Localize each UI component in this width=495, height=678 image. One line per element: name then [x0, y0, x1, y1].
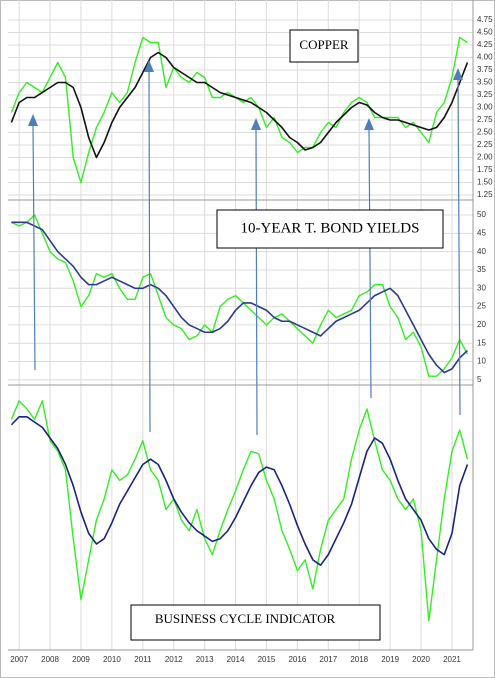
y-tick-label: 40 — [477, 247, 486, 256]
arrow — [368, 127, 372, 399]
title-box — [289, 29, 359, 63]
panel-title: COPPER — [299, 37, 348, 52]
series-line — [10, 400, 469, 622]
y-tick-label: 4.00 — [477, 53, 493, 62]
arrowhead — [251, 118, 261, 130]
panel-title: 10-YEAR T. BOND YIELDS — [241, 220, 420, 236]
y-tick-label: 2.25 — [477, 140, 493, 149]
y-tick-label: 1.75 — [477, 165, 493, 174]
y-tick-label: 4.50 — [477, 28, 493, 37]
arrow — [457, 77, 461, 416]
x-tick-label: 2015 — [258, 655, 276, 664]
y-tick-label: 35 — [477, 265, 486, 274]
y-tick-label: 25 — [477, 302, 486, 311]
series-line — [11, 214, 469, 377]
x-tick-label: 2014 — [227, 655, 245, 664]
arrows — [28, 60, 463, 436]
x-tick-label: 2018 — [350, 655, 368, 664]
y-tick-label: 2.50 — [477, 128, 493, 137]
y-tick-label: 2.75 — [477, 115, 493, 124]
x-tick-label: 2013 — [196, 655, 214, 664]
series-line — [11, 221, 468, 374]
x-tick-label: 2007 — [10, 655, 28, 664]
arrowhead — [364, 118, 374, 130]
y-tick-label: 3.00 — [477, 103, 493, 112]
arrow — [32, 123, 36, 371]
x-tick-label: 2009 — [72, 655, 90, 664]
arrow — [148, 69, 151, 433]
series-line — [10, 416, 469, 566]
arrowhead — [144, 60, 154, 72]
panels: 4.75 4.50 4.25 4.00 3.75 3.50 3.25 3.00 2.75 2.50… — [8, 0, 493, 664]
arrow — [255, 127, 258, 436]
y-tick-label: 3.75 — [477, 65, 493, 74]
y-tick-label: 4.25 — [477, 40, 493, 49]
x-tick-label: 2011 — [134, 655, 152, 664]
y-tick-label: 2.00 — [477, 153, 493, 162]
y-tick-label: 1.50 — [477, 178, 493, 187]
panel-title: BUSINESS CYCLE INDICATOR — [155, 611, 336, 626]
x-tick-label: 2021 — [443, 655, 461, 664]
x-tick-label: 2019 — [381, 655, 399, 664]
y-tick-label: 30 — [477, 283, 486, 292]
y-tick-label: 1.25 — [477, 190, 493, 199]
y-tick-label: 4.75 — [477, 15, 493, 24]
y-tick-label: 50 — [477, 210, 486, 219]
x-tick-label: 2008 — [41, 655, 59, 664]
x-tick-label: 2016 — [288, 655, 306, 664]
y-tick-label: 3.50 — [477, 78, 493, 87]
x-tick-label: 2012 — [165, 655, 183, 664]
y-tick-label: 45 — [477, 228, 486, 237]
arrowhead — [28, 114, 38, 126]
x-tick-label: 2010 — [103, 655, 121, 664]
y-tick-label: 15 — [477, 338, 486, 347]
x-tick-label: 2020 — [412, 655, 430, 664]
series-line — [10, 36, 468, 184]
y-tick-label: 5 — [477, 375, 482, 384]
x-tick-label: 2017 — [319, 655, 337, 664]
y-tick-label: 10 — [477, 357, 486, 366]
series-line — [10, 51, 469, 159]
y-tick-label: 20 — [477, 320, 486, 329]
y-tick-label: 3.25 — [477, 90, 493, 99]
title-box — [216, 209, 444, 249]
arrowhead — [453, 68, 463, 80]
title-box — [130, 604, 381, 641]
